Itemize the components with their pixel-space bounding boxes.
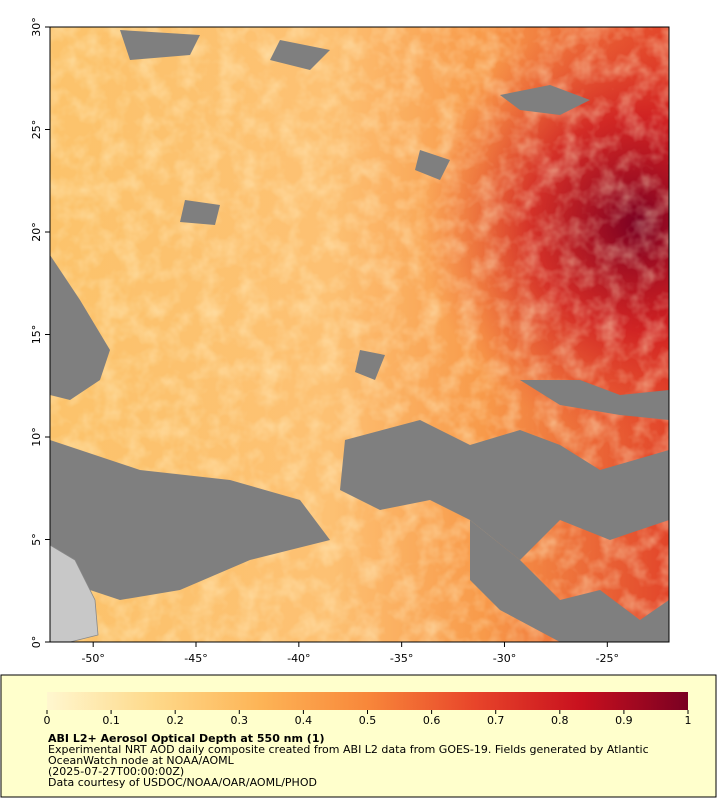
colorbar-tick-label: 0.5	[359, 714, 377, 727]
legend-line: (2025-07-27T00:00:00Z)	[48, 765, 184, 778]
x-tick-label: -30°	[493, 652, 516, 665]
colorbar-tick-label: 0.3	[231, 714, 249, 727]
colorbar-ramp	[47, 692, 688, 710]
x-tick-label: -40°	[287, 652, 310, 665]
y-tick-label: 5°	[30, 533, 43, 546]
y-tick-label: 15°	[30, 325, 43, 345]
colorbar-tick-label: 0.1	[102, 714, 120, 727]
y-tick-label: 30°	[30, 17, 43, 37]
colorbar-tick-label: 0.2	[166, 714, 184, 727]
legend-line: OceanWatch node at NOAA/AOML	[48, 754, 235, 767]
colorbar: 0 0.1 0.2 0.3 0.4 0.5 0.6 0.7 0.8 0.9 1	[44, 692, 692, 727]
colorbar-tick-label: 0	[44, 714, 51, 727]
x-tick-label: -25°	[596, 652, 619, 665]
legend-line: Experimental NRT AOD daily composite cre…	[48, 743, 649, 756]
x-tick-label: -50°	[81, 652, 104, 665]
y-tick-label: 25°	[30, 120, 43, 140]
colorbar-tick-label: 1	[685, 714, 692, 727]
axes: -50° -45° -40° -35° -30° -25° 0° 5° 10° 15° 20° 25°…	[30, 17, 619, 665]
legend-title: ABI L2+ Aerosol Optical Depth at 550 nm …	[48, 732, 325, 745]
x-tick-label: -35°	[390, 652, 413, 665]
x-tick-label: -45°	[184, 652, 207, 665]
y-tick-label: 10°	[30, 427, 43, 447]
colorbar-tick-label: 0.9	[615, 714, 633, 727]
map-raster	[50, 27, 669, 642]
y-tick-label: 0°	[30, 636, 43, 649]
colorbar-tick-label: 0.7	[487, 714, 505, 727]
colorbar-tick-label: 0.4	[295, 714, 313, 727]
colorbar-tick-label: 0.6	[423, 714, 441, 727]
y-tick-label: 20°	[30, 222, 43, 242]
legend-line: Data courtesy of USDOC/NOAA/OAR/AOML/PHO…	[48, 776, 317, 789]
colorbar-tick-label: 0.8	[551, 714, 569, 727]
